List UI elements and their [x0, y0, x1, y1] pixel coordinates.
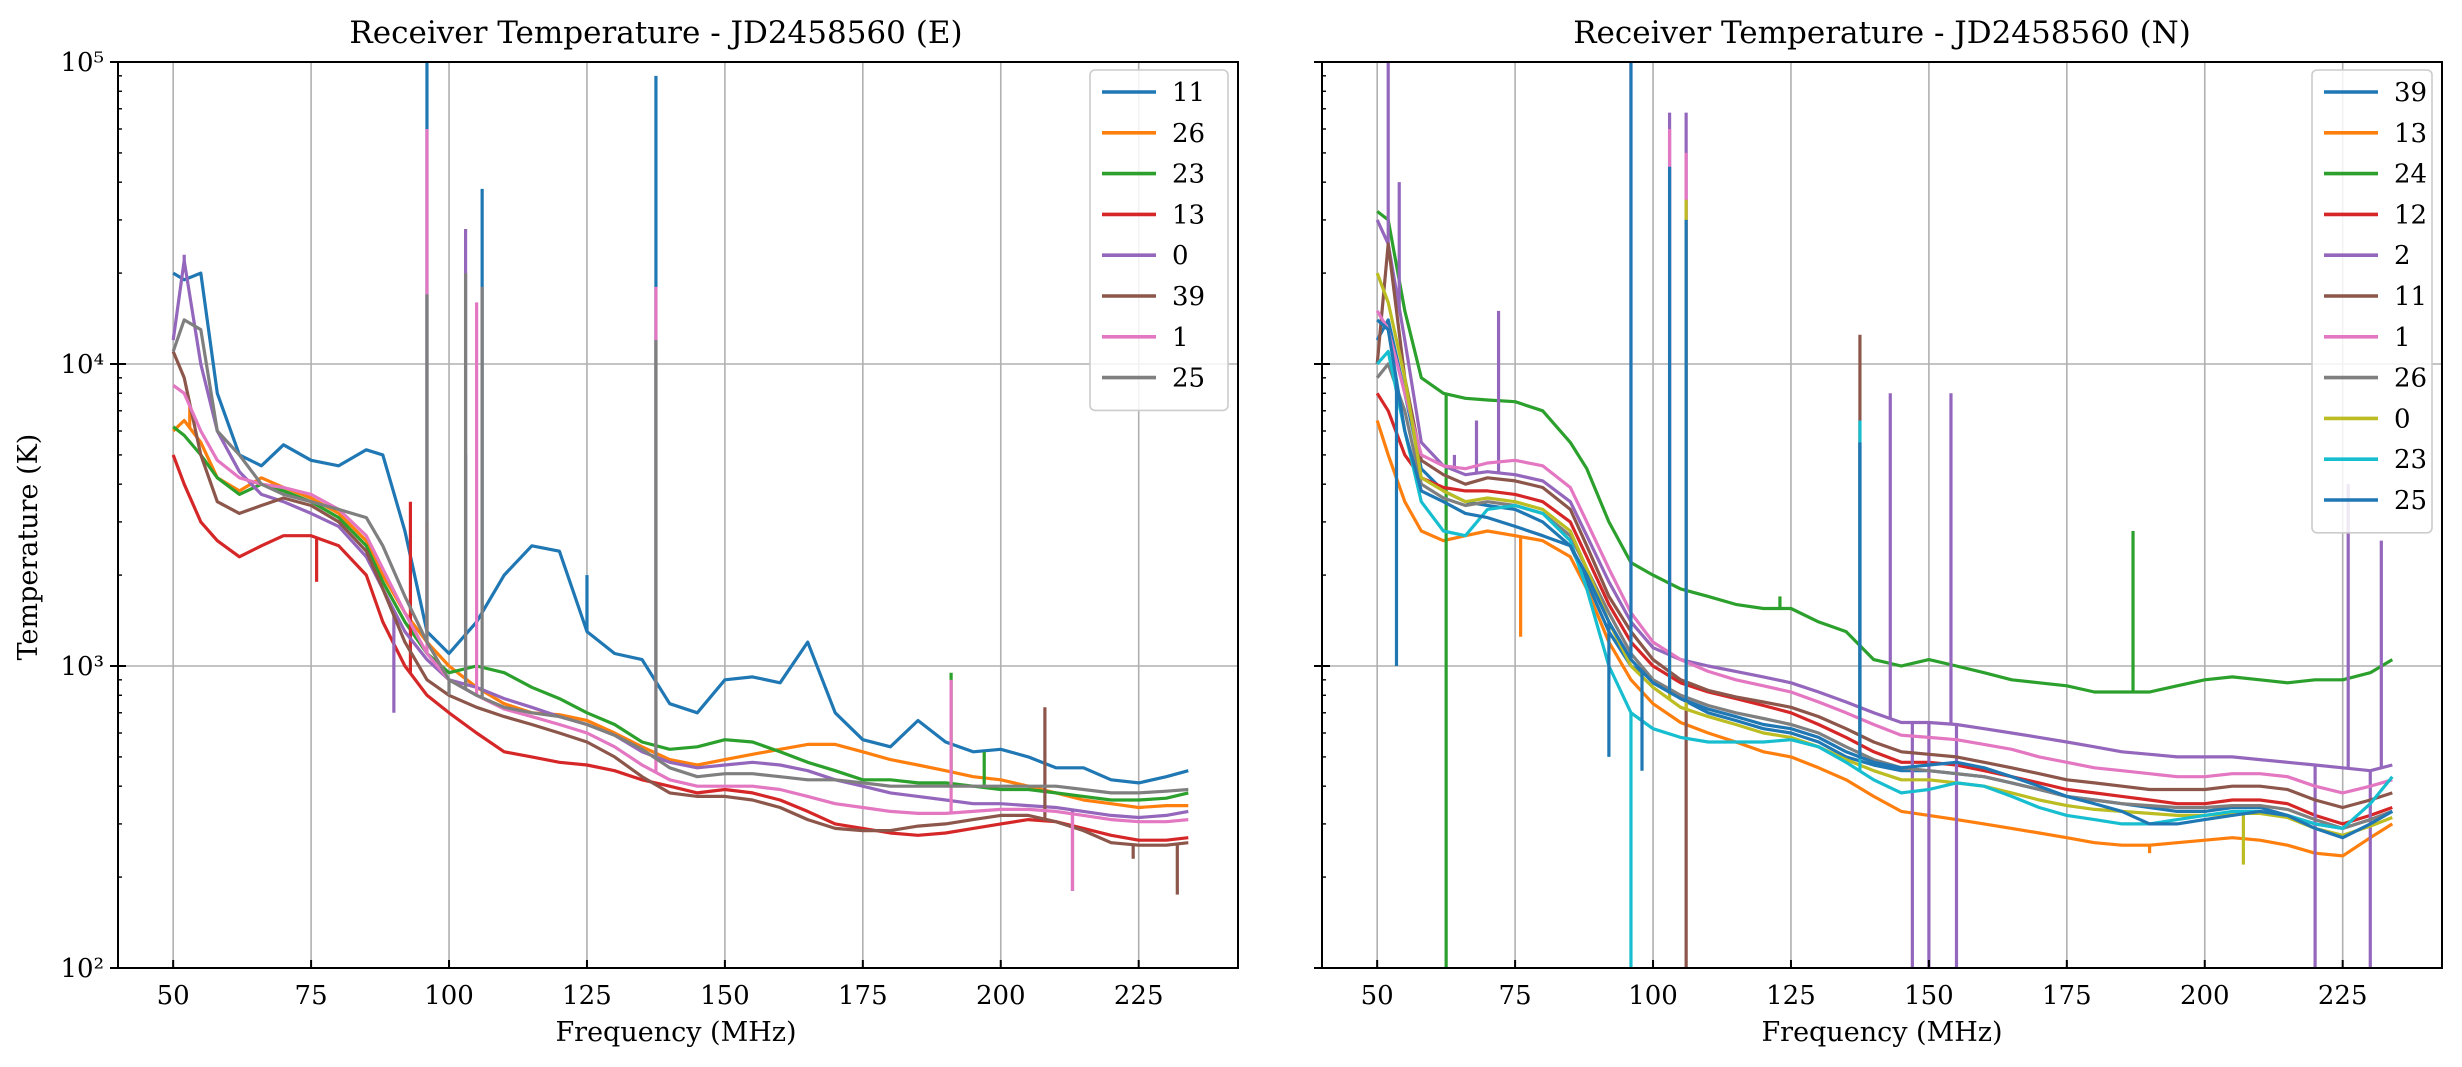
- series-line-1: [1375, 309, 2393, 795]
- x-tick-label: 50: [1361, 981, 1394, 1011]
- series-line-0: [1375, 272, 2393, 837]
- legend-label: 13: [2394, 119, 2427, 149]
- legend-label: 1: [2394, 323, 2411, 353]
- x-tick-label: 200: [976, 981, 1026, 1011]
- axes-frame: [1321, 61, 2443, 969]
- x-tick-label: 175: [2042, 981, 2092, 1011]
- right-panel: 50 75 100 125 150 175 200 225391324122111260232…: [1314, 61, 2443, 1011]
- left-chart-title: Receiver Temperature - JD2458560 (E): [349, 15, 962, 51]
- x-tick-label: 125: [562, 981, 612, 1011]
- legend-label: 0: [1172, 241, 1189, 271]
- y-tick-label: 10⁵: [60, 48, 104, 78]
- series-line-12: [1375, 392, 2393, 826]
- series-line-26: [1375, 362, 2393, 830]
- series-line-1: [172, 384, 1189, 824]
- series-line-13: [1375, 420, 2394, 858]
- axes-frame: [117, 61, 1239, 969]
- series-line-13: [171, 454, 1189, 842]
- x-tick-label: 100: [424, 981, 474, 1011]
- legend-label: 11: [2394, 282, 2427, 312]
- legend-label: 13: [1172, 200, 1205, 230]
- legend-label: 24: [2394, 160, 2427, 190]
- series-line-25: [171, 318, 1189, 795]
- legend-label: 1: [1172, 323, 1189, 353]
- legend-label: 12: [2394, 200, 2427, 230]
- series-group: [171, 62, 1189, 895]
- series-line-23: [172, 425, 1189, 802]
- series-line-24: [1376, 210, 2394, 694]
- legend-label: 25: [2394, 486, 2427, 516]
- x-tick-label: 50: [157, 981, 190, 1011]
- right-chart-title: Receiver Temperature - JD2458560 (N): [1573, 15, 2191, 51]
- x-tick-label: 150: [1904, 981, 1954, 1011]
- series-line-11: [1375, 242, 2393, 810]
- series-line-23: [1375, 349, 2394, 830]
- legend-label: 25: [1172, 364, 1205, 394]
- series-line-26: [172, 418, 1189, 810]
- x-tick-label: 225: [1114, 981, 1164, 1011]
- series-line-0: [171, 259, 1189, 820]
- legend-box: [1089, 69, 1229, 412]
- legend: 11 26 23 13 0 39 1 25: [1089, 69, 1229, 412]
- legend-label: 2: [2394, 241, 2411, 271]
- left-y-axis-label: Temperature (K): [13, 434, 44, 661]
- legend-label: 39: [1172, 282, 1205, 312]
- x-tick-label: 150: [700, 981, 750, 1011]
- series-group: [1375, 62, 2394, 968]
- right-x-axis-label: Frequency (MHz): [1761, 1017, 2002, 1048]
- grid: [1322, 61, 2442, 969]
- x-tick-label: 175: [838, 981, 888, 1011]
- legend-label: 26: [2394, 364, 2427, 394]
- legend-label: 39: [2394, 78, 2427, 108]
- x-tick-label: 100: [1628, 981, 1678, 1011]
- legend-label: 11: [1172, 78, 1205, 108]
- y-tick-label: 10²: [60, 954, 104, 984]
- x-tick-label: 225: [2318, 981, 2368, 1011]
- grid: [118, 61, 1238, 969]
- series-line-11: [172, 271, 1189, 785]
- legend-label: 23: [1172, 160, 1205, 190]
- legend-label: 0: [2394, 404, 2411, 434]
- y-tick-label: 10⁴: [60, 350, 104, 380]
- y-tick-label: 10³: [60, 652, 104, 682]
- series-line-39: [1375, 318, 2393, 830]
- x-tick-label: 75: [1499, 981, 1532, 1011]
- left-panel: 50 75 100 125 150 175 200 22510²10³10⁴10⁵112623…: [60, 48, 1239, 1011]
- series-line-39: [171, 350, 1189, 847]
- series-line-25: [1376, 318, 2394, 840]
- legend-label: 26: [1172, 119, 1205, 149]
- legend-label: 23: [2394, 445, 2427, 475]
- series-line-2: [1375, 219, 2393, 773]
- left-x-axis-label: Frequency (MHz): [555, 1017, 796, 1048]
- x-tick-label: 75: [295, 981, 328, 1011]
- x-tick-label: 200: [2180, 981, 2230, 1011]
- x-tick-label: 125: [1766, 981, 1816, 1011]
